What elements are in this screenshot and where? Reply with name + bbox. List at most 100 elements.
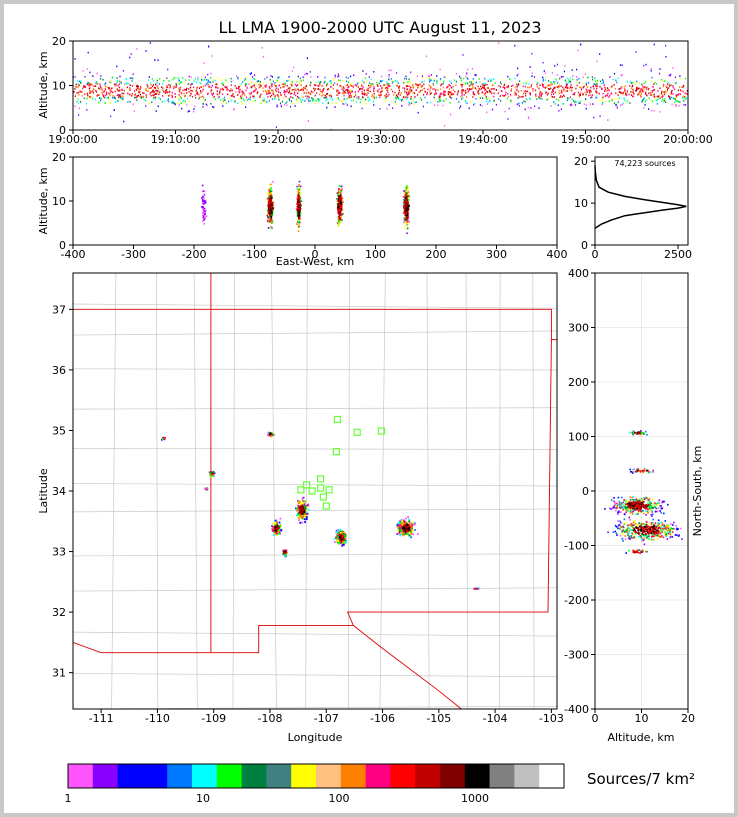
time-point	[663, 83, 665, 86]
time-point	[635, 89, 637, 92]
time-point	[616, 107, 618, 109]
ew-point	[299, 209, 301, 212]
time-point	[562, 94, 565, 97]
time-point	[108, 92, 110, 95]
time-point	[447, 85, 449, 88]
time-point	[317, 80, 319, 83]
ew-point	[402, 196, 405, 198]
ew-point	[336, 198, 338, 200]
time-point	[110, 115, 112, 118]
time-point	[492, 84, 494, 86]
time-point	[380, 85, 382, 87]
time-point	[270, 75, 272, 77]
time-point	[684, 97, 686, 100]
time-point	[608, 100, 610, 102]
ns-point	[647, 508, 649, 511]
time-point	[79, 90, 81, 92]
time-point	[284, 84, 286, 86]
time-point	[561, 96, 563, 98]
map-xtick-label: -104	[483, 712, 508, 725]
time-point	[196, 86, 199, 89]
map-point	[406, 523, 408, 526]
time-point	[565, 97, 567, 99]
time-point	[180, 81, 183, 83]
time-point	[599, 53, 601, 55]
station-marker	[333, 415, 342, 424]
time-point	[300, 80, 302, 83]
ns-point	[616, 507, 619, 509]
ns-point	[660, 505, 662, 507]
time-point	[407, 90, 409, 93]
ns-point	[654, 506, 656, 509]
ew-point	[337, 209, 339, 211]
time-point	[554, 103, 556, 105]
time-point	[625, 93, 627, 96]
time-point	[632, 85, 634, 87]
map-point	[341, 530, 343, 532]
time-point	[463, 90, 465, 92]
time-point	[481, 105, 483, 107]
time-point	[169, 90, 171, 93]
time-point	[517, 90, 520, 93]
time-point	[218, 93, 220, 95]
ew-point	[271, 222, 273, 224]
time-point	[202, 85, 204, 88]
map-point	[278, 532, 280, 535]
time-point	[637, 92, 640, 95]
time-point	[641, 91, 643, 94]
ns-point	[659, 510, 661, 512]
ns-point	[639, 508, 642, 511]
map-point	[280, 529, 283, 531]
time-point	[291, 81, 293, 84]
time-point	[386, 84, 388, 86]
time-point	[203, 97, 205, 99]
ew-point	[271, 207, 273, 209]
time-point	[461, 93, 463, 95]
time-point	[425, 55, 428, 58]
map-point	[302, 517, 304, 520]
time-point	[643, 64, 645, 67]
ns-point	[625, 501, 628, 503]
time-point	[172, 102, 174, 104]
time-point	[84, 85, 86, 87]
map-point	[339, 539, 341, 542]
time-point	[435, 88, 437, 91]
time-point	[171, 96, 173, 98]
time-point	[474, 74, 476, 76]
ew-point	[341, 198, 344, 201]
time-point	[473, 92, 475, 95]
time-point	[471, 67, 473, 70]
time-point	[277, 88, 279, 90]
time-point	[129, 100, 131, 103]
time-point	[624, 99, 626, 102]
time-point	[503, 84, 505, 87]
map-point	[335, 529, 338, 532]
map-point	[271, 528, 274, 531]
ns-point	[650, 508, 652, 511]
time-point	[283, 91, 285, 93]
time-point	[276, 94, 278, 96]
map-point	[277, 529, 280, 532]
ns-point	[638, 505, 641, 507]
time-point	[240, 101, 242, 103]
time-point	[605, 94, 607, 97]
time-point	[462, 83, 464, 86]
map-point	[401, 523, 404, 526]
time-point	[632, 82, 634, 84]
ew-point	[296, 203, 299, 205]
map-point	[297, 504, 300, 507]
time-point	[569, 96, 571, 98]
time-point	[398, 86, 400, 89]
time-point	[565, 80, 567, 83]
time-point	[429, 76, 431, 79]
map-xtick-label: -110	[145, 712, 170, 725]
time-point	[412, 83, 414, 86]
ns-point	[647, 504, 650, 506]
ns-point	[627, 507, 629, 510]
map-point	[342, 537, 345, 540]
time-point	[685, 97, 687, 99]
time-point	[466, 72, 468, 74]
map-point	[283, 550, 285, 553]
time-point	[439, 78, 442, 80]
map-point	[403, 519, 405, 522]
